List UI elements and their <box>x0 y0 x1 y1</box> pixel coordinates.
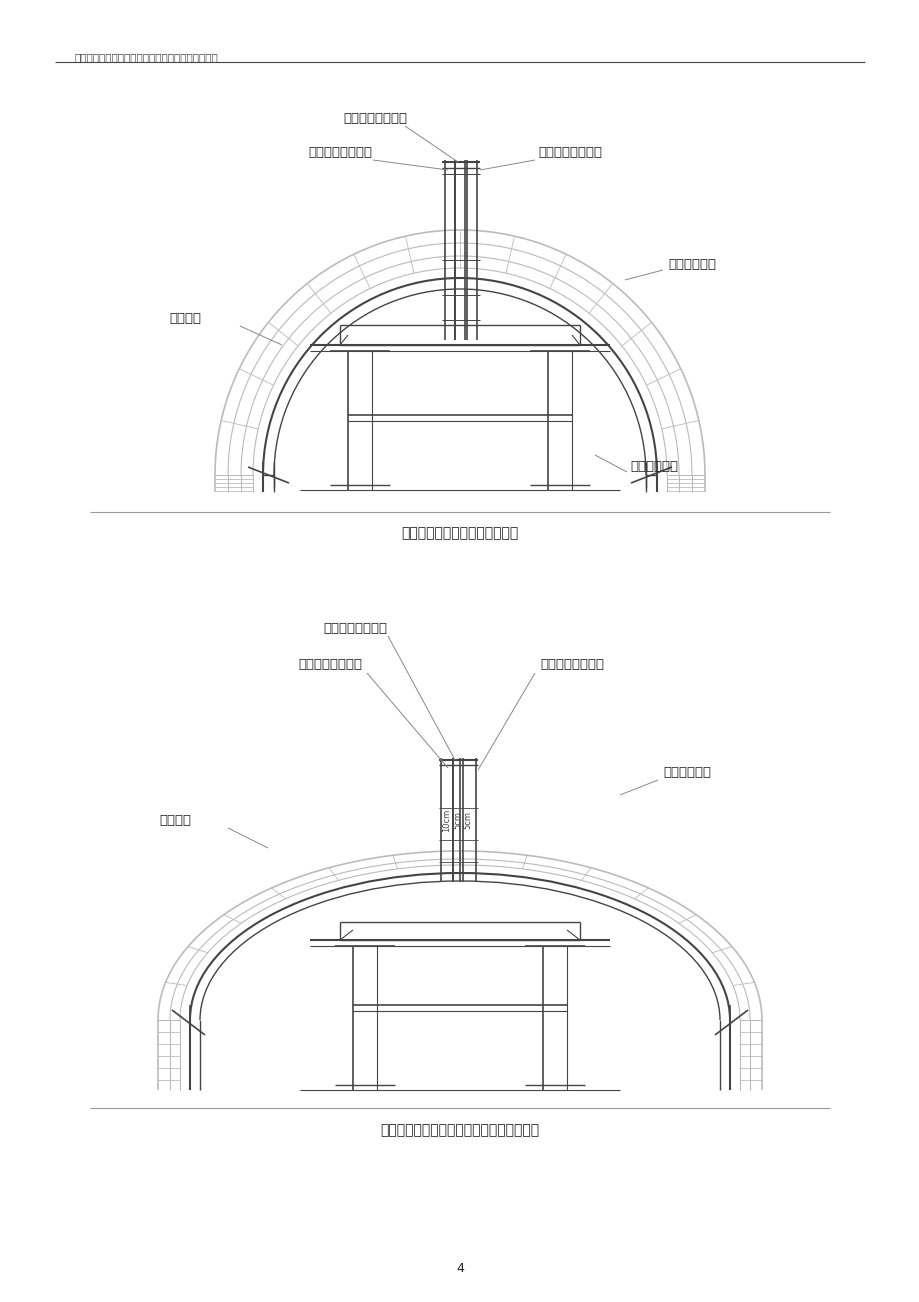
Text: 4: 4 <box>456 1262 463 1275</box>
Text: 第二根（排气孔）: 第二根（排气孔） <box>343 112 406 125</box>
Text: 5cm: 5cm <box>453 811 462 829</box>
Text: 混凝土灌注管、排气孔、观察孔布置示意图: 混凝土灌注管、排气孔、观察孔布置示意图 <box>380 1124 539 1137</box>
Text: 第三根（观察孔）: 第三根（观察孔） <box>538 147 601 160</box>
Text: 浇筑混凝土系统钢管布置示意图: 浇筑混凝土系统钢管布置示意图 <box>401 526 518 540</box>
Text: 初期支护钢架: 初期支护钢架 <box>667 259 715 272</box>
Text: 中铁三局集团有限公司牡绥铁路工程三标项目经理部: 中铁三局集团有限公司牡绥铁路工程三标项目经理部 <box>75 52 219 62</box>
Text: 初期支护钢架: 初期支护钢架 <box>663 767 710 780</box>
Text: 第二根（排气孔）: 第二根（排气孔） <box>323 621 387 634</box>
Text: 隧道围岩: 隧道围岩 <box>159 814 191 827</box>
Text: 第一根（灌注孔）: 第一根（灌注孔） <box>308 147 371 160</box>
Text: 初期支护台架: 初期支护台架 <box>630 460 677 473</box>
Text: 第一根（灌注孔）: 第一根（灌注孔） <box>298 659 361 672</box>
Text: 隧道围岩: 隧道围岩 <box>169 311 200 324</box>
Text: 5cm: 5cm <box>463 811 472 829</box>
Text: 第三根（观察孔）: 第三根（观察孔） <box>539 659 604 672</box>
Text: 10cm: 10cm <box>442 809 451 832</box>
